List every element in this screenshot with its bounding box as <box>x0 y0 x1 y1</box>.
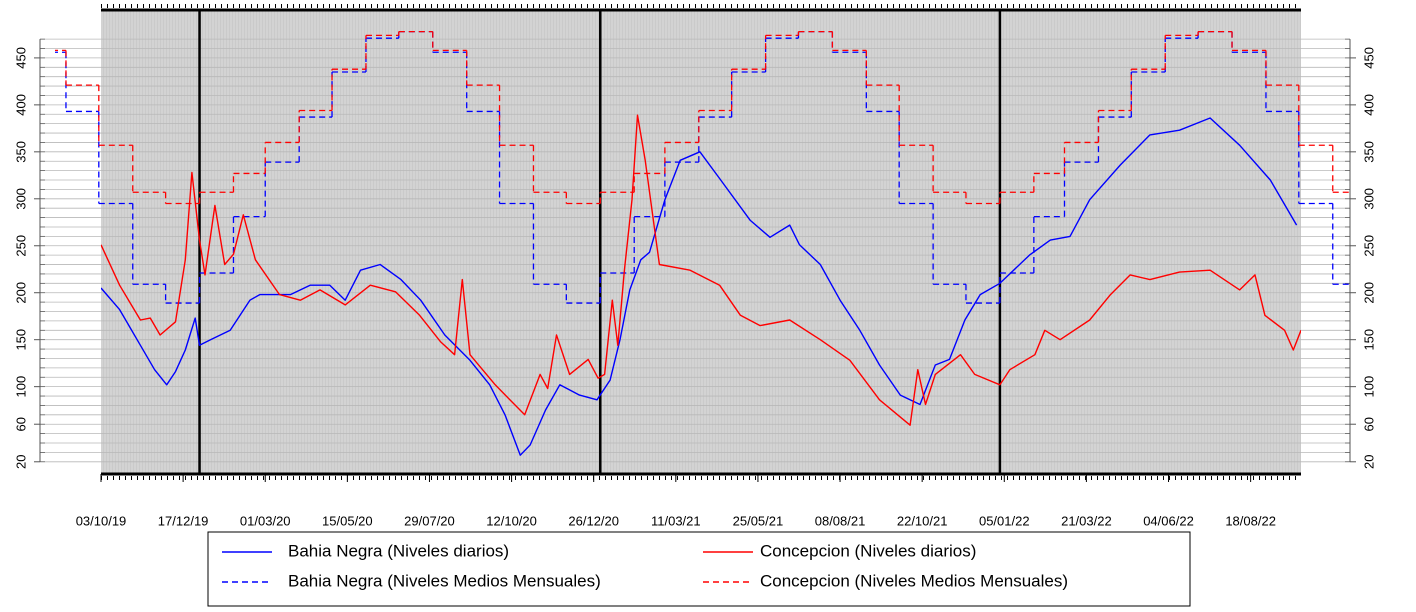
y-tick-label: 150 <box>1361 329 1376 351</box>
x-tick-label: 29/07/20 <box>404 513 455 528</box>
legend-label: Bahia Negra (Niveles diarios) <box>288 541 509 560</box>
legend: Bahia Negra (Niveles diarios) Bahia Negra… <box>222 541 1068 590</box>
y-tick-label: 150 <box>13 329 28 351</box>
x-tick-label: 05/01/22 <box>979 513 1030 528</box>
y-tick-label: 60 <box>13 417 28 431</box>
legend-label: Concepcion (Niveles diarios) <box>760 541 976 560</box>
y-tick-label: 250 <box>13 235 28 257</box>
y-tick-label: 450 <box>1361 47 1376 69</box>
y-tick-label: 60 <box>1361 417 1376 431</box>
x-tick-label: 11/03/21 <box>651 513 701 528</box>
x-tick-label: 04/06/22 <box>1143 513 1194 528</box>
monthly-steps <box>55 30 1350 205</box>
y-tick-label: 350 <box>1361 141 1376 163</box>
legend-label: Bahia Negra (Niveles Medios Mensuales) <box>288 571 601 590</box>
marks <box>55 30 1350 456</box>
legend-box <box>207 531 1191 607</box>
y-tick-label: 400 <box>1361 94 1376 116</box>
x-tick-label: 15/05/20 <box>322 513 373 528</box>
x-tick-label: 17/12/19 <box>158 513 209 528</box>
grid: 20 20 60 60 100 100 150 150 200 200 250 250 300 300 35… <box>13 10 1376 528</box>
y-tick-label: 350 <box>13 141 28 163</box>
y-tick-label: 100 <box>13 376 28 398</box>
legend-label: Concepcion (Niveles Medios Mensuales) <box>760 571 1068 590</box>
x-tick-label: 25/05/21 <box>733 513 784 528</box>
x-tick-label: 08/08/21 <box>815 513 866 528</box>
x-tick-label: 21/03/22 <box>1061 513 1112 528</box>
x-tick-label: 03/10/19 <box>76 513 127 528</box>
x-tick-label: 18/08/22 <box>1225 513 1276 528</box>
y-tick-label: 20 <box>1361 455 1376 469</box>
x-tick-label: 22/10/21 <box>897 513 948 528</box>
x-tick-label: 01/03/20 <box>240 513 291 528</box>
y-tick-label: 250 <box>1361 235 1376 257</box>
y-tick-label: 100 <box>1361 376 1376 398</box>
y-tick-label: 200 <box>1361 282 1376 304</box>
daily-line <box>101 117 1298 456</box>
y-tick-label: 20 <box>13 455 28 469</box>
y-tick-label: 200 <box>13 282 28 304</box>
x-tick-label: 12/10/20 <box>486 513 537 528</box>
y-tick-label: 300 <box>13 188 28 210</box>
daily-line <box>101 114 1301 426</box>
y-tick-label: 400 <box>13 94 28 116</box>
y-tick-label: 450 <box>13 47 28 69</box>
y-tick-label: 300 <box>1361 188 1376 210</box>
plot-background <box>101 10 1301 474</box>
x-tick-label: 26/12/20 <box>568 513 619 528</box>
